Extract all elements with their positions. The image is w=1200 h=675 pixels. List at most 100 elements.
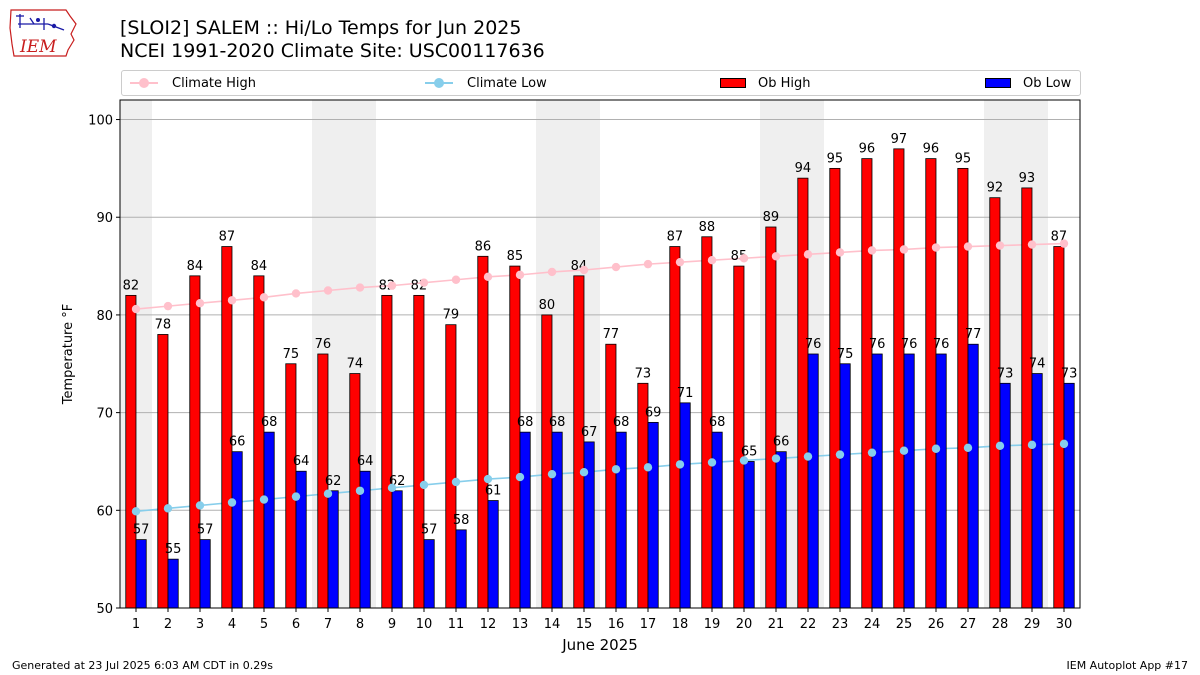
climate-high-point [707, 256, 717, 265]
ob-low-bar [583, 441, 595, 609]
x-tick-label: 25 [896, 617, 913, 632]
ob-low-value-label: 74 [1029, 357, 1046, 372]
ob-high-value-label: 82 [123, 278, 140, 293]
ob-high-value-label: 88 [699, 220, 716, 235]
climate-low-point [1027, 440, 1037, 450]
climate-high-line-swatch [130, 78, 158, 88]
x-tick-label: 26 [928, 617, 945, 632]
ob-low-bar [519, 431, 531, 609]
ob-low-bar [327, 490, 339, 609]
ob-low-bar [455, 529, 467, 609]
ob-high-bar [765, 226, 777, 609]
climate-high-point [227, 296, 237, 305]
x-tick-label: 20 [736, 617, 753, 632]
x-tick-label: 11 [448, 617, 465, 632]
ob-low-value-label: 68 [517, 415, 534, 430]
climate-high-point [899, 245, 909, 254]
ob-high-value-label: 80 [539, 298, 556, 313]
x-tick-label: 21 [768, 617, 785, 632]
climate-low-point [387, 483, 397, 493]
climate-high-point [547, 267, 557, 277]
climate-low-point [227, 498, 237, 507]
x-tick-label: 29 [1024, 617, 1041, 632]
climate-high-point [579, 265, 589, 275]
ob-high-bar [733, 265, 745, 609]
legend-label: Ob High [758, 75, 811, 91]
ob-low-bar [391, 490, 403, 609]
x-tick-label: 9 [388, 617, 396, 632]
climate-high-point [675, 257, 685, 267]
ob-high-value-label: 96 [859, 142, 876, 157]
climate-low-point [643, 463, 653, 472]
x-tick-label: 6 [292, 617, 300, 632]
ob-low-bar [615, 431, 627, 609]
y-tick-label: 70 [96, 407, 113, 422]
ob-high-value-label: 95 [827, 151, 844, 166]
climate-high-point [515, 270, 525, 280]
ob-high-value-label: 73 [635, 366, 652, 381]
climate-low-point [995, 441, 1005, 451]
ob-high-value-label: 79 [443, 308, 460, 323]
ob-low-value-label: 67 [581, 425, 598, 440]
legend-label: Climate High [172, 75, 257, 91]
ob-low-bar [903, 353, 915, 609]
ob-high-bar [797, 177, 809, 609]
ob-low-value-label: 76 [933, 337, 950, 352]
ob-high-value-label: 87 [667, 230, 684, 245]
ob-high-bar [669, 246, 681, 609]
ob-high-bar [957, 167, 969, 609]
plot-frame [119, 99, 1081, 609]
x-tick-label: 7 [324, 617, 332, 632]
ob-high-value-label: 76 [315, 337, 332, 352]
ob-low-bar [199, 539, 211, 609]
y-tick-label: 90 [96, 211, 113, 226]
climate-low-point [739, 456, 749, 465]
ob-high-value-label: 84 [187, 259, 204, 274]
ob-low-value-label: 64 [293, 454, 310, 469]
ob-low-bar [679, 402, 691, 609]
ob-low-bar [551, 431, 563, 609]
climate-low-line-swatch [425, 78, 453, 88]
logo-text: IEM [19, 37, 57, 57]
climate-high-point [931, 243, 941, 252]
ob-low-bar [1031, 373, 1043, 609]
x-tick-label: 8 [356, 617, 364, 632]
ob-high-value-label: 97 [891, 132, 908, 147]
legend-label: Ob Low [1023, 75, 1072, 91]
ob-high-bar [445, 324, 457, 609]
climate-low-point [675, 460, 685, 469]
climate-low-point [547, 469, 557, 479]
ob-low-bar [647, 421, 659, 609]
y-tick-label: 80 [96, 309, 113, 324]
ob-low-value-label: 76 [805, 337, 822, 352]
ob-high-bar [829, 167, 841, 609]
ob-high-bar [1053, 246, 1065, 609]
legend-label: Climate Low [467, 75, 547, 91]
ob-high-bar [189, 275, 201, 609]
climate-low-point [579, 468, 589, 477]
climate-low-point [963, 443, 973, 452]
ob-low-value-label: 57 [133, 523, 150, 538]
x-tick-label: 17 [640, 617, 657, 632]
climate-low-point [515, 472, 525, 482]
climate-low-point [131, 507, 141, 516]
ob-low-value-label: 58 [453, 513, 470, 528]
x-tick-label: 4 [228, 617, 236, 632]
climate-high-line [135, 242, 1065, 310]
ob-low-bar [871, 353, 883, 609]
chart-subtitle: NCEI 1991-2020 Climate Site: USC00117636 [120, 40, 545, 62]
ob-low-value-label: 65 [741, 444, 758, 459]
climate-high-point [131, 304, 141, 314]
climate-high-point [995, 241, 1005, 250]
climate-high-point [451, 275, 461, 284]
climate-low-point [355, 486, 365, 495]
ob-high-bar [605, 343, 617, 609]
ob-low-value-label: 73 [1061, 366, 1078, 381]
ob-high-value-label: 84 [251, 259, 268, 274]
climate-low-point [259, 495, 269, 504]
climate-low-point [931, 444, 941, 453]
ob-low-value-label: 57 [421, 523, 438, 538]
climate-low-point [611, 465, 621, 474]
ob-low-bar [807, 353, 819, 609]
